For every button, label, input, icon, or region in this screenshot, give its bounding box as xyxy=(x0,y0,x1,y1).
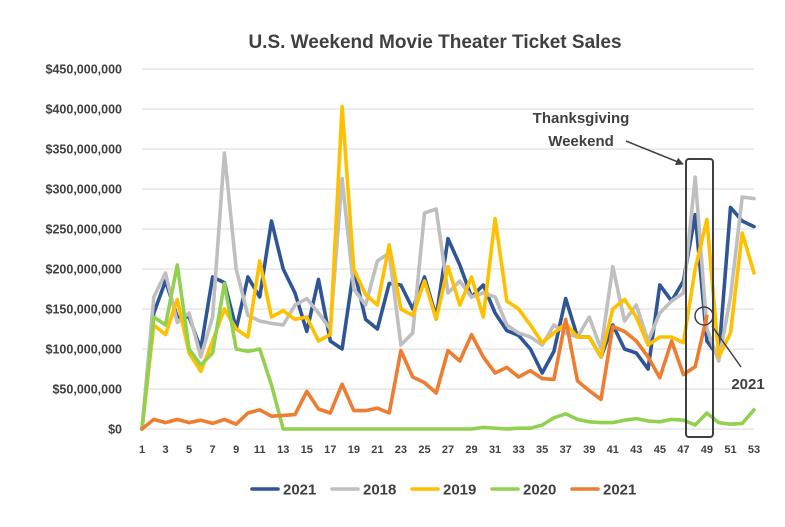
y-tick-label: $300,000,000 xyxy=(46,183,123,197)
legend: 2021 2018 2019 2020 2021 xyxy=(250,482,636,499)
x-tick-label: 19 xyxy=(348,444,360,456)
y-axis-ticks: $0 $50,000,000 $100,000,000 $150,000,000 $20… xyxy=(46,63,123,437)
legend-label: 2020 xyxy=(523,482,556,499)
x-tick-label: 23 xyxy=(395,444,407,456)
thanksgiving-highlight-box xyxy=(685,158,714,438)
x-tick-label: 21 xyxy=(371,444,383,456)
x-tick-label: 11 xyxy=(254,444,266,456)
x-tick-label: 35 xyxy=(536,444,548,456)
y-tick-label: $350,000,000 xyxy=(46,143,123,157)
y-tick-label: $100,000,000 xyxy=(46,343,123,357)
x-tick-label: 43 xyxy=(630,444,642,456)
x-tick-label: 47 xyxy=(677,444,689,456)
y-tick-label: $450,000,000 xyxy=(46,63,123,77)
circle-pointer-line xyxy=(711,325,742,368)
series-line-4 xyxy=(140,263,756,431)
thanksgiving-annotation: Thanksgiving Weekend xyxy=(533,110,714,438)
series-line-3 xyxy=(140,104,756,431)
x-tick-label: 27 xyxy=(442,444,454,456)
legend-label: 2018 xyxy=(363,482,396,499)
x-tick-label: 45 xyxy=(654,444,666,456)
series-line-2 xyxy=(140,151,756,431)
x-tick-label: 15 xyxy=(301,444,313,456)
series-lines xyxy=(140,104,756,431)
x-tick-label: 3 xyxy=(162,444,168,456)
annotation-weekend: Weekend xyxy=(548,133,614,150)
x-tick-label: 13 xyxy=(277,444,289,456)
x-tick-label: 51 xyxy=(724,444,736,456)
y-tick-label: $400,000,000 xyxy=(46,103,123,117)
x-tick-label: 53 xyxy=(748,444,760,456)
chart-title: U.S. Weekend Movie Theater Ticket Sales xyxy=(248,32,621,53)
x-tick-label: 1 xyxy=(139,444,145,456)
x-axis-ticks: 1 3 5 7 9 11 13 15 17 19 21 23 25 27 29 31 33 35 37 39 41 43 4… xyxy=(139,444,760,456)
series-line-5 xyxy=(140,314,709,431)
x-tick-label: 9 xyxy=(233,444,239,456)
highlight-circle xyxy=(694,306,714,326)
year-2021-annotation: 2021 xyxy=(694,306,765,393)
y-tick-label: $0 xyxy=(108,423,122,437)
annotation-arrow xyxy=(625,140,684,166)
x-tick-label: 39 xyxy=(583,444,595,456)
x-tick-label: 31 xyxy=(489,444,501,456)
y-tick-label: $250,000,000 xyxy=(46,223,123,237)
x-tick-label: 5 xyxy=(186,444,192,456)
x-tick-label: 7 xyxy=(210,444,216,456)
x-tick-label: 25 xyxy=(418,444,430,456)
x-tick-label: 49 xyxy=(701,444,713,456)
annotation-2021: 2021 xyxy=(731,376,764,393)
x-tick-label: 29 xyxy=(465,444,477,456)
x-tick-label: 41 xyxy=(607,444,619,456)
y-tick-label: $200,000,000 xyxy=(46,263,123,277)
x-tick-label: 17 xyxy=(324,444,336,456)
x-tick-label: 33 xyxy=(512,444,524,456)
y-tick-label: $150,000,000 xyxy=(46,303,123,317)
legend-label: 2021 xyxy=(283,482,316,499)
legend-label: 2019 xyxy=(443,482,476,499)
x-tick-label: 37 xyxy=(560,444,572,456)
legend-label: 2021 xyxy=(603,482,636,499)
annotation-thanksgiving: Thanksgiving xyxy=(533,110,630,127)
y-tick-label: $50,000,000 xyxy=(52,383,122,397)
